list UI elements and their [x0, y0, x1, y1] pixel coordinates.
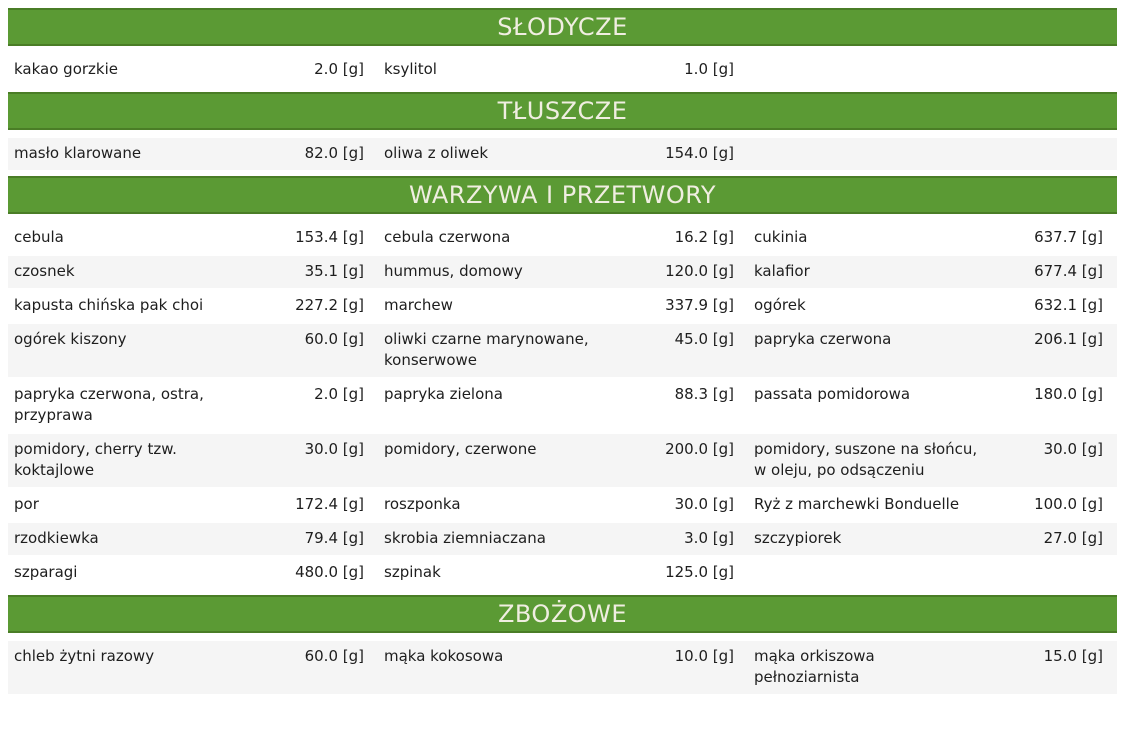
food-name-cell: pomidory, czerwone	[378, 434, 616, 487]
food-name-cell: passata pomidorowa	[748, 379, 986, 432]
food-value-cell	[986, 138, 1117, 170]
food-name-cell: chleb żytni razowy	[8, 641, 246, 694]
food-row: szparagi 480.0 [g] szpinak 125.0 [g]	[8, 557, 1117, 589]
food-row: chleb żytni razowy 60.0 [g] mąka kokosowa 1…	[8, 641, 1117, 694]
food-value-cell: 227.2 [g]	[246, 290, 378, 322]
food-name-cell: kakao gorzkie	[8, 54, 246, 86]
food-value-cell: 200.0 [g]	[616, 434, 748, 487]
food-name-cell: skrobia ziemniaczana	[378, 523, 616, 555]
food-value-cell: 637.7 [g]	[986, 222, 1117, 254]
food-name-cell	[748, 138, 986, 170]
food-name-cell: pomidory, cherry tzw. koktajlowe	[8, 434, 246, 487]
food-table: cebula 153.4 [g] cebula czerwona 16.2 [g] cu…	[8, 220, 1117, 591]
food-value-cell: 27.0 [g]	[986, 523, 1117, 555]
food-name-cell: cebula czerwona	[378, 222, 616, 254]
food-name-cell: pomidory, suszone na słońcu, w oleju, po…	[748, 434, 986, 487]
food-row: czosnek 35.1 [g] hummus, domowy 120.0 [g] ka…	[8, 256, 1117, 288]
food-name-cell: kapusta chińska pak choi	[8, 290, 246, 322]
food-value-cell: 180.0 [g]	[986, 379, 1117, 432]
food-name-cell: Ryż z marchewki Bonduelle	[748, 489, 986, 521]
food-value-cell: 2.0 [g]	[246, 54, 378, 86]
food-row: ogórek kiszony 60.0 [g] oliwki czarne mary…	[8, 324, 1117, 377]
food-value-cell: 677.4 [g]	[986, 256, 1117, 288]
food-name-cell: mąka orkiszowa pełnoziarnista	[748, 641, 986, 694]
section-header: ZBOŻOWE	[8, 595, 1117, 633]
food-value-cell: 88.3 [g]	[616, 379, 748, 432]
food-value-cell: 154.0 [g]	[616, 138, 748, 170]
food-row: papryka czerwona, ostra, przyprawa 2.0 [g…	[8, 379, 1117, 432]
food-value-cell	[986, 54, 1117, 86]
food-name-cell: szpinak	[378, 557, 616, 589]
food-value-cell: 125.0 [g]	[616, 557, 748, 589]
food-name-cell: oliwa z oliwek	[378, 138, 616, 170]
food-value-cell: 632.1 [g]	[986, 290, 1117, 322]
food-name-cell: marchew	[378, 290, 616, 322]
food-value-cell: 172.4 [g]	[246, 489, 378, 521]
food-value-cell: 60.0 [g]	[246, 641, 378, 694]
food-row: por 172.4 [g] roszponka 30.0 [g] Ryż z march…	[8, 489, 1117, 521]
food-table: masło klarowane 82.0 [g] oliwa z oliwek 154…	[8, 136, 1117, 172]
food-name-cell: cukinia	[748, 222, 986, 254]
food-value-cell: 35.1 [g]	[246, 256, 378, 288]
food-name-cell: por	[8, 489, 246, 521]
food-value-cell: 30.0 [g]	[986, 434, 1117, 487]
food-name-cell: papryka zielona	[378, 379, 616, 432]
food-value-cell: 82.0 [g]	[246, 138, 378, 170]
section-header: TŁUSZCZE	[8, 92, 1117, 130]
food-value-cell: 153.4 [g]	[246, 222, 378, 254]
food-value-cell: 337.9 [g]	[616, 290, 748, 322]
food-name-cell: ksylitol	[378, 54, 616, 86]
food-value-cell: 2.0 [g]	[246, 379, 378, 432]
food-row: cebula 153.4 [g] cebula czerwona 16.2 [g] cu…	[8, 222, 1117, 254]
food-table: chleb żytni razowy 60.0 [g] mąka kokosowa 1…	[8, 639, 1117, 696]
food-table: kakao gorzkie 2.0 [g] ksylitol 1.0 [g]	[8, 52, 1117, 88]
food-value-cell	[986, 557, 1117, 589]
diet-sheet: SŁODYCZE kakao gorzkie 2.0 [g] ksylitol 1.0 …	[8, 8, 1117, 696]
food-name-cell: rzodkiewka	[8, 523, 246, 555]
food-value-cell: 120.0 [g]	[616, 256, 748, 288]
food-name-cell: czosnek	[8, 256, 246, 288]
food-value-cell: 30.0 [g]	[616, 489, 748, 521]
food-value-cell: 206.1 [g]	[986, 324, 1117, 377]
food-value-cell: 45.0 [g]	[616, 324, 748, 377]
food-value-cell: 79.4 [g]	[246, 523, 378, 555]
food-value-cell: 10.0 [g]	[616, 641, 748, 694]
food-row: masło klarowane 82.0 [g] oliwa z oliwek 154…	[8, 138, 1117, 170]
food-name-cell: ogórek kiszony	[8, 324, 246, 377]
food-value-cell: 3.0 [g]	[616, 523, 748, 555]
food-value-cell: 100.0 [g]	[986, 489, 1117, 521]
food-row: pomidory, cherry tzw. koktajlowe 30.0 [g]…	[8, 434, 1117, 487]
food-value-cell: 480.0 [g]	[246, 557, 378, 589]
section-header: WARZYWA I PRZETWORY	[8, 176, 1117, 214]
food-value-cell: 60.0 [g]	[246, 324, 378, 377]
food-row: kakao gorzkie 2.0 [g] ksylitol 1.0 [g]	[8, 54, 1117, 86]
food-name-cell	[748, 557, 986, 589]
food-name-cell: ogórek	[748, 290, 986, 322]
food-value-cell: 1.0 [g]	[616, 54, 748, 86]
food-name-cell	[748, 54, 986, 86]
food-name-cell: szczypiorek	[748, 523, 986, 555]
food-name-cell: oliwki czarne marynowane, konserwowe	[378, 324, 616, 377]
food-value-cell: 30.0 [g]	[246, 434, 378, 487]
food-name-cell: hummus, domowy	[378, 256, 616, 288]
food-name-cell: mąka kokosowa	[378, 641, 616, 694]
food-name-cell: masło klarowane	[8, 138, 246, 170]
food-value-cell: 15.0 [g]	[986, 641, 1117, 694]
food-name-cell: papryka czerwona	[748, 324, 986, 377]
food-row: kapusta chińska pak choi 227.2 [g] marchew…	[8, 290, 1117, 322]
section-header: SŁODYCZE	[8, 8, 1117, 46]
food-name-cell: szparagi	[8, 557, 246, 589]
food-name-cell: cebula	[8, 222, 246, 254]
food-name-cell: papryka czerwona, ostra, przyprawa	[8, 379, 246, 432]
food-name-cell: roszponka	[378, 489, 616, 521]
food-row: rzodkiewka 79.4 [g] skrobia ziemniaczana 3.…	[8, 523, 1117, 555]
food-value-cell: 16.2 [g]	[616, 222, 748, 254]
food-name-cell: kalafior	[748, 256, 986, 288]
